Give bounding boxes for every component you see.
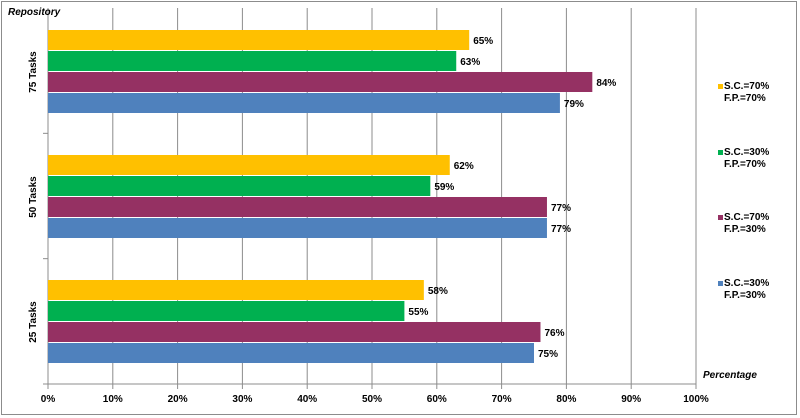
x-tick-label: 20% bbox=[168, 394, 188, 405]
legend-swatch bbox=[718, 150, 723, 155]
category-label: 75 Tasks bbox=[28, 51, 39, 93]
bar bbox=[48, 322, 541, 342]
data-label: 76% bbox=[544, 328, 564, 339]
data-label: 77% bbox=[551, 203, 571, 214]
legend-label: S.C.=70% bbox=[724, 212, 769, 223]
data-label: 84% bbox=[596, 78, 616, 89]
legend-label: S.C.=70% bbox=[724, 81, 769, 92]
data-label: 59% bbox=[434, 182, 454, 193]
x-tick-label: 80% bbox=[556, 394, 576, 405]
legend-label: F.P.=70% bbox=[724, 93, 766, 104]
x-axis-title: Percentage bbox=[703, 370, 757, 381]
legend-swatch bbox=[718, 84, 723, 89]
legend-swatch bbox=[718, 281, 723, 286]
bar bbox=[48, 197, 547, 217]
data-label: 62% bbox=[454, 161, 474, 172]
legend-label: F.P.=30% bbox=[724, 224, 766, 235]
x-tick-label: 60% bbox=[427, 394, 447, 405]
data-label: 75% bbox=[538, 349, 558, 360]
legend-label: S.C.=30% bbox=[724, 278, 769, 289]
data-label: 63% bbox=[460, 57, 480, 68]
data-label: 79% bbox=[564, 99, 584, 110]
category-label: 25 Tasks bbox=[28, 301, 39, 343]
legend-label: F.P.=70% bbox=[724, 159, 766, 170]
bar bbox=[48, 280, 424, 300]
bar bbox=[48, 176, 431, 196]
x-tick-label: 0% bbox=[41, 394, 56, 405]
x-tick-label: 90% bbox=[621, 394, 641, 405]
x-tick-label: 50% bbox=[362, 394, 382, 405]
data-label: 77% bbox=[551, 224, 571, 235]
data-label: 65% bbox=[473, 36, 493, 47]
legend-label: F.P.=30% bbox=[724, 290, 766, 301]
data-label: 55% bbox=[408, 307, 428, 318]
data-label: 58% bbox=[428, 286, 448, 297]
category-label: 50 Tasks bbox=[28, 176, 39, 218]
bar bbox=[48, 343, 534, 363]
bar bbox=[48, 155, 450, 175]
x-tick-label: 70% bbox=[492, 394, 512, 405]
x-tick-label: 100% bbox=[683, 394, 709, 405]
bar bbox=[48, 72, 593, 92]
bar bbox=[48, 93, 560, 113]
y-axis-title: Repository bbox=[8, 7, 61, 18]
x-tick-label: 30% bbox=[232, 394, 252, 405]
x-tick-label: 10% bbox=[103, 394, 123, 405]
x-tick-label: 40% bbox=[297, 394, 317, 405]
bar bbox=[48, 301, 405, 321]
bar bbox=[48, 30, 470, 50]
bar bbox=[48, 218, 547, 238]
legend-swatch bbox=[718, 215, 723, 220]
legend-label: S.C.=30% bbox=[724, 147, 769, 158]
bar bbox=[48, 51, 457, 71]
